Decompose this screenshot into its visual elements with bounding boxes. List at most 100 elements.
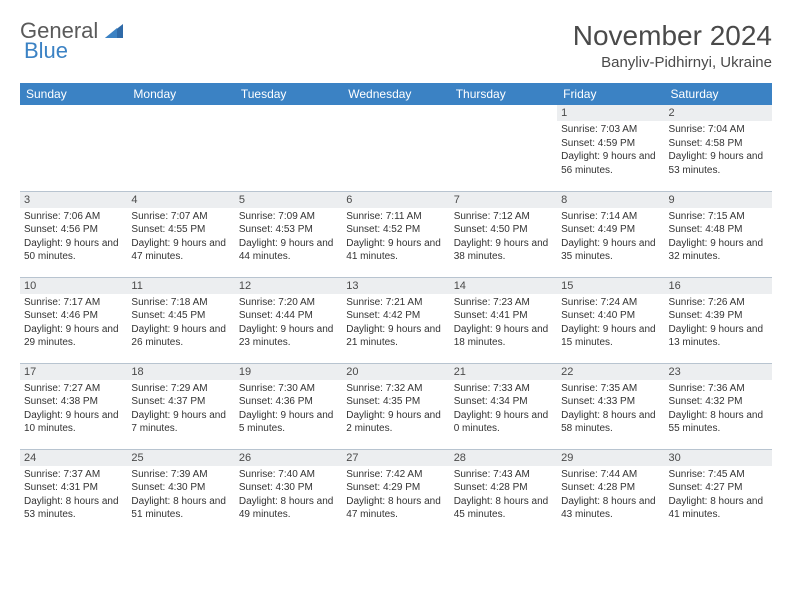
calendar-cell — [342, 105, 449, 191]
sunset-text: Sunset: 4:56 PM — [24, 223, 123, 237]
day-content: Sunrise: 7:14 AMSunset: 4:49 PMDaylight:… — [557, 208, 664, 268]
calendar-cell: 9Sunrise: 7:15 AMSunset: 4:48 PMDaylight… — [665, 191, 772, 277]
weekday-header: Wednesday — [342, 83, 449, 105]
day-number: 5 — [235, 192, 342, 208]
daylight-text: Daylight: 8 hours and 53 minutes. — [24, 495, 123, 522]
day-content: Sunrise: 7:36 AMSunset: 4:32 PMDaylight:… — [665, 380, 772, 440]
daylight-text: Daylight: 8 hours and 45 minutes. — [454, 495, 553, 522]
calendar-row: 3Sunrise: 7:06 AMSunset: 4:56 PMDaylight… — [20, 191, 772, 277]
sunrise-text: Sunrise: 7:20 AM — [239, 296, 338, 310]
daylight-text: Daylight: 8 hours and 51 minutes. — [131, 495, 230, 522]
day-number: 18 — [127, 364, 234, 380]
daylight-text: Daylight: 9 hours and 32 minutes. — [669, 237, 768, 264]
daylight-text: Daylight: 9 hours and 29 minutes. — [24, 323, 123, 350]
sunrise-text: Sunrise: 7:24 AM — [561, 296, 660, 310]
day-content: Sunrise: 7:17 AMSunset: 4:46 PMDaylight:… — [20, 294, 127, 354]
daylight-text: Daylight: 9 hours and 5 minutes. — [239, 409, 338, 436]
day-number: 3 — [20, 192, 127, 208]
daylight-text: Daylight: 9 hours and 10 minutes. — [24, 409, 123, 436]
day-content: Sunrise: 7:23 AMSunset: 4:41 PMDaylight:… — [450, 294, 557, 354]
calendar-cell: 1Sunrise: 7:03 AMSunset: 4:59 PMDaylight… — [557, 105, 664, 191]
sunset-text: Sunset: 4:34 PM — [454, 395, 553, 409]
sunrise-text: Sunrise: 7:29 AM — [131, 382, 230, 396]
day-content: Sunrise: 7:42 AMSunset: 4:29 PMDaylight:… — [342, 466, 449, 526]
day-number: 10 — [20, 278, 127, 294]
calendar-cell: 13Sunrise: 7:21 AMSunset: 4:42 PMDayligh… — [342, 277, 449, 363]
calendar-cell: 6Sunrise: 7:11 AMSunset: 4:52 PMDaylight… — [342, 191, 449, 277]
daylight-text: Daylight: 9 hours and 53 minutes. — [669, 150, 768, 177]
day-content: Sunrise: 7:09 AMSunset: 4:53 PMDaylight:… — [235, 208, 342, 268]
day-number: 2 — [665, 105, 772, 121]
day-number: 26 — [235, 450, 342, 466]
sunset-text: Sunset: 4:37 PM — [131, 395, 230, 409]
day-content: Sunrise: 7:30 AMSunset: 4:36 PMDaylight:… — [235, 380, 342, 440]
sunset-text: Sunset: 4:45 PM — [131, 309, 230, 323]
sunset-text: Sunset: 4:30 PM — [239, 481, 338, 495]
calendar-table: SundayMondayTuesdayWednesdayThursdayFrid… — [20, 83, 772, 535]
day-number: 30 — [665, 450, 772, 466]
calendar-cell: 27Sunrise: 7:42 AMSunset: 4:29 PMDayligh… — [342, 449, 449, 535]
daylight-text: Daylight: 9 hours and 26 minutes. — [131, 323, 230, 350]
day-number: 1 — [557, 105, 664, 121]
sunrise-text: Sunrise: 7:43 AM — [454, 468, 553, 482]
sunset-text: Sunset: 4:33 PM — [561, 395, 660, 409]
sunrise-text: Sunrise: 7:44 AM — [561, 468, 660, 482]
sunset-text: Sunset: 4:59 PM — [561, 137, 660, 151]
day-number: 27 — [342, 450, 449, 466]
day-content: Sunrise: 7:32 AMSunset: 4:35 PMDaylight:… — [342, 380, 449, 440]
weekday-header: Sunday — [20, 83, 127, 105]
day-number: 11 — [127, 278, 234, 294]
sunset-text: Sunset: 4:32 PM — [669, 395, 768, 409]
location-label: Banyliv-Pidhirnyi, Ukraine — [573, 54, 772, 71]
sunset-text: Sunset: 4:27 PM — [669, 481, 768, 495]
day-content: Sunrise: 7:20 AMSunset: 4:44 PMDaylight:… — [235, 294, 342, 354]
daylight-text: Daylight: 9 hours and 35 minutes. — [561, 237, 660, 264]
sunrise-text: Sunrise: 7:36 AM — [669, 382, 768, 396]
day-content: Sunrise: 7:27 AMSunset: 4:38 PMDaylight:… — [20, 380, 127, 440]
sunrise-text: Sunrise: 7:45 AM — [669, 468, 768, 482]
calendar-cell: 25Sunrise: 7:39 AMSunset: 4:30 PMDayligh… — [127, 449, 234, 535]
day-number: 4 — [127, 192, 234, 208]
calendar-cell: 7Sunrise: 7:12 AMSunset: 4:50 PMDaylight… — [450, 191, 557, 277]
weekday-header: Monday — [127, 83, 234, 105]
day-number: 6 — [342, 192, 449, 208]
day-content: Sunrise: 7:18 AMSunset: 4:45 PMDaylight:… — [127, 294, 234, 354]
calendar-cell: 19Sunrise: 7:30 AMSunset: 4:36 PMDayligh… — [235, 363, 342, 449]
sunset-text: Sunset: 4:44 PM — [239, 309, 338, 323]
day-number: 19 — [235, 364, 342, 380]
sunset-text: Sunset: 4:46 PM — [24, 309, 123, 323]
weekday-header: Thursday — [450, 83, 557, 105]
calendar-cell: 21Sunrise: 7:33 AMSunset: 4:34 PMDayligh… — [450, 363, 557, 449]
sunset-text: Sunset: 4:40 PM — [561, 309, 660, 323]
logo-text-wrap: General Blue — [20, 20, 123, 62]
calendar-cell: 22Sunrise: 7:35 AMSunset: 4:33 PMDayligh… — [557, 363, 664, 449]
calendar-cell: 18 Sunrise: 7:29 AMSunset: 4:37 PMDayligh… — [127, 363, 234, 449]
sunset-text: Sunset: 4:48 PM — [669, 223, 768, 237]
day-number: 12 — [235, 278, 342, 294]
day-content: Sunrise: 7:12 AMSunset: 4:50 PMDaylight:… — [450, 208, 557, 268]
calendar-cell: 29Sunrise: 7:44 AMSunset: 4:28 PMDayligh… — [557, 449, 664, 535]
day-number: 28 — [450, 450, 557, 466]
day-content: Sunrise: 7:37 AMSunset: 4:31 PMDaylight:… — [20, 466, 127, 526]
daylight-text: Daylight: 9 hours and 7 minutes. — [131, 409, 230, 436]
day-number: 13 — [342, 278, 449, 294]
sunset-text: Sunset: 4:36 PM — [239, 395, 338, 409]
day-number: 29 — [557, 450, 664, 466]
calendar-cell: 5Sunrise: 7:09 AMSunset: 4:53 PMDaylight… — [235, 191, 342, 277]
sunset-text: Sunset: 4:30 PM — [131, 481, 230, 495]
day-content: Sunrise: 7:04 AMSunset: 4:58 PMDaylight:… — [665, 121, 772, 181]
day-content: Sunrise: 7:44 AMSunset: 4:28 PMDaylight:… — [557, 466, 664, 526]
daylight-text: Daylight: 9 hours and 13 minutes. — [669, 323, 768, 350]
sunrise-text: Sunrise: 7:40 AM — [239, 468, 338, 482]
title-block: November 2024 Banyliv-Pidhirnyi, Ukraine — [573, 20, 772, 71]
calendar-cell: 26Sunrise: 7:40 AMSunset: 4:30 PMDayligh… — [235, 449, 342, 535]
calendar-row: 17Sunrise: 7:27 AMSunset: 4:38 PMDayligh… — [20, 363, 772, 449]
day-number: 9 — [665, 192, 772, 208]
day-content: Sunrise: 7:03 AMSunset: 4:59 PMDaylight:… — [557, 121, 664, 181]
sunrise-text: Sunrise: 7:17 AM — [24, 296, 123, 310]
calendar-cell: 17Sunrise: 7:27 AMSunset: 4:38 PMDayligh… — [20, 363, 127, 449]
sunrise-text: Sunrise: 7:18 AM — [131, 296, 230, 310]
calendar-body: 1Sunrise: 7:03 AMSunset: 4:59 PMDaylight… — [20, 105, 772, 535]
day-content: Sunrise: 7:26 AMSunset: 4:39 PMDaylight:… — [665, 294, 772, 354]
day-content: Sunrise: 7:40 AMSunset: 4:30 PMDaylight:… — [235, 466, 342, 526]
